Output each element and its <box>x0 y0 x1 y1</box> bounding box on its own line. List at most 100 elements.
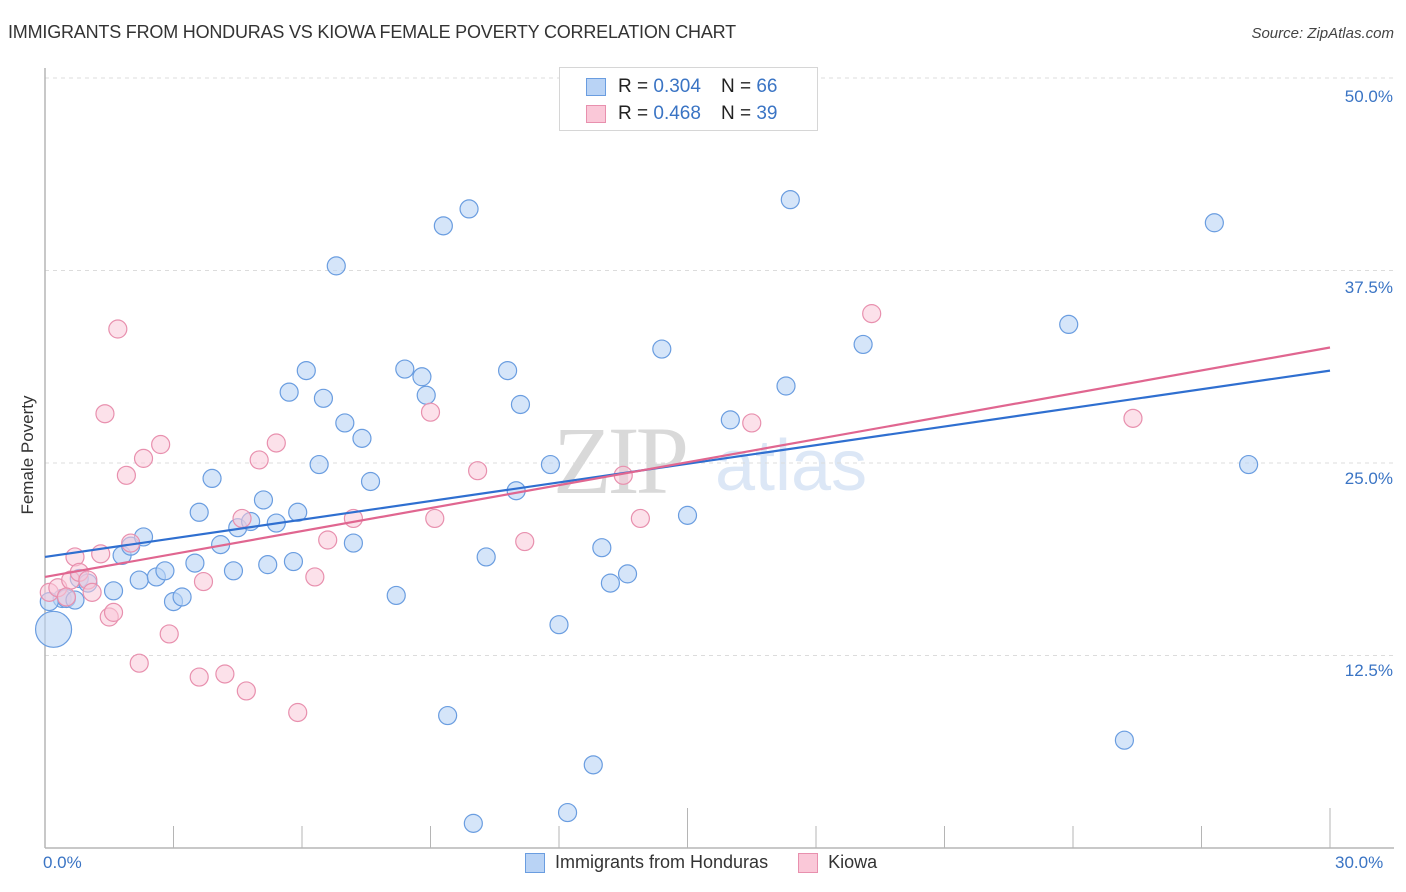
data-point[interactable] <box>258 555 278 575</box>
x-axis-ticks <box>173 808 1331 848</box>
legend-item-honduras[interactable]: Immigrants from Honduras <box>525 852 768 873</box>
data-point[interactable] <box>103 581 124 601</box>
data-point[interactable] <box>103 602 124 622</box>
data-point[interactable] <box>463 813 483 833</box>
gridlines <box>45 77 1394 656</box>
data-point[interactable] <box>1239 454 1259 475</box>
trend-lines <box>44 346 1331 579</box>
data-point[interactable] <box>249 450 269 470</box>
data-point[interactable] <box>296 361 316 381</box>
y-tick-label-37-5: 37.5% <box>1344 278 1393 297</box>
data-point[interactable] <box>343 533 363 553</box>
data-point[interactable] <box>326 256 346 276</box>
data-point[interactable] <box>776 376 796 396</box>
r-label: R = <box>618 76 649 97</box>
legend-item-kiowa[interactable]: Kiowa <box>798 852 877 873</box>
data-point[interactable] <box>266 433 286 453</box>
data-point[interactable] <box>617 564 638 584</box>
swatch-kiowa-icon <box>798 852 819 873</box>
data-point[interactable] <box>155 561 175 581</box>
swatch-honduras-icon <box>586 78 606 96</box>
correlation-legend: R = 0.304 N = 66 R = 0.468 N = 39 <box>559 67 818 131</box>
data-point[interactable] <box>652 339 672 359</box>
data-point[interactable] <box>223 561 244 581</box>
data-point[interactable] <box>853 334 873 355</box>
data-point[interactable] <box>360 471 381 492</box>
data-point[interactable] <box>1059 314 1079 334</box>
data-point[interactable] <box>215 664 235 684</box>
data-point[interactable] <box>279 382 299 402</box>
data-point[interactable] <box>1114 730 1135 750</box>
data-point[interactable] <box>172 587 192 607</box>
data-point[interactable] <box>309 454 329 475</box>
data-point[interactable] <box>318 530 338 550</box>
data-point[interactable] <box>56 587 77 607</box>
data-point[interactable] <box>1204 213 1224 233</box>
r-value-honduras: 0.304 <box>653 76 701 97</box>
data-point[interactable] <box>189 502 209 522</box>
series-kiowa-points <box>39 304 1143 723</box>
data-point[interactable] <box>420 402 441 422</box>
data-point[interactable] <box>288 702 308 723</box>
data-point[interactable] <box>236 681 256 701</box>
data-point[interactable] <box>202 468 222 488</box>
legend-row-kiowa: R = 0.468 N = 39 <box>586 102 777 126</box>
data-point[interactable] <box>185 553 205 573</box>
data-point[interactable] <box>557 802 578 823</box>
data-point[interactable] <box>510 394 531 415</box>
data-point[interactable] <box>34 610 73 648</box>
data-point[interactable] <box>151 434 171 455</box>
data-point[interactable] <box>193 571 214 592</box>
data-point[interactable] <box>780 190 800 210</box>
data-point[interactable] <box>600 573 621 593</box>
n-value-kiowa: 39 <box>756 103 778 124</box>
data-point[interactable] <box>133 448 154 468</box>
data-point[interactable] <box>583 755 603 775</box>
data-point[interactable] <box>425 508 445 529</box>
data-point[interactable] <box>677 505 698 525</box>
data-point[interactable] <box>116 465 136 485</box>
legend-label-honduras: Immigrants from Honduras <box>555 852 769 872</box>
data-point[interactable] <box>1123 408 1143 428</box>
data-point[interactable] <box>313 388 334 408</box>
y-tick-label-12-5: 12.5% <box>1344 661 1393 680</box>
data-point[interactable] <box>352 428 372 448</box>
data-point[interactable] <box>476 547 496 567</box>
data-point[interactable] <box>438 705 458 726</box>
data-point[interactable] <box>108 319 128 339</box>
data-point[interactable] <box>498 361 518 381</box>
data-point[interactable] <box>433 216 453 236</box>
data-point[interactable] <box>416 385 436 405</box>
data-point[interactable] <box>592 538 612 558</box>
data-point[interactable] <box>459 199 479 219</box>
source-label: Source: ZipAtlas.com <box>1251 25 1394 42</box>
data-point[interactable] <box>412 367 432 387</box>
data-point[interactable] <box>335 413 355 433</box>
data-point[interactable] <box>159 624 179 644</box>
data-point[interactable] <box>232 508 252 529</box>
data-point[interactable] <box>129 653 149 673</box>
data-point[interactable] <box>630 508 650 529</box>
data-point[interactable] <box>395 359 415 379</box>
data-point[interactable] <box>540 454 561 475</box>
data-point[interactable] <box>720 410 740 430</box>
trend-line-honduras <box>44 369 1331 559</box>
data-point[interactable] <box>862 304 882 324</box>
data-point[interactable] <box>189 667 209 687</box>
watermark-zip: ZIP <box>553 407 689 514</box>
data-point[interactable] <box>305 567 325 587</box>
data-point[interactable] <box>742 413 762 433</box>
swatch-kiowa-icon <box>586 105 606 123</box>
data-point[interactable] <box>129 570 149 590</box>
data-point[interactable] <box>253 490 274 510</box>
data-point[interactable] <box>549 615 569 635</box>
y-tick-label-50: 50.0% <box>1344 87 1393 106</box>
data-point[interactable] <box>468 461 488 481</box>
chart-title: IMMIGRANTS FROM HONDURAS VS KIOWA FEMALE… <box>8 22 736 42</box>
data-point[interactable] <box>82 582 102 602</box>
data-point[interactable] <box>386 585 406 606</box>
data-point[interactable] <box>515 531 535 552</box>
data-point[interactable] <box>283 551 304 572</box>
data-point[interactable] <box>95 404 115 424</box>
